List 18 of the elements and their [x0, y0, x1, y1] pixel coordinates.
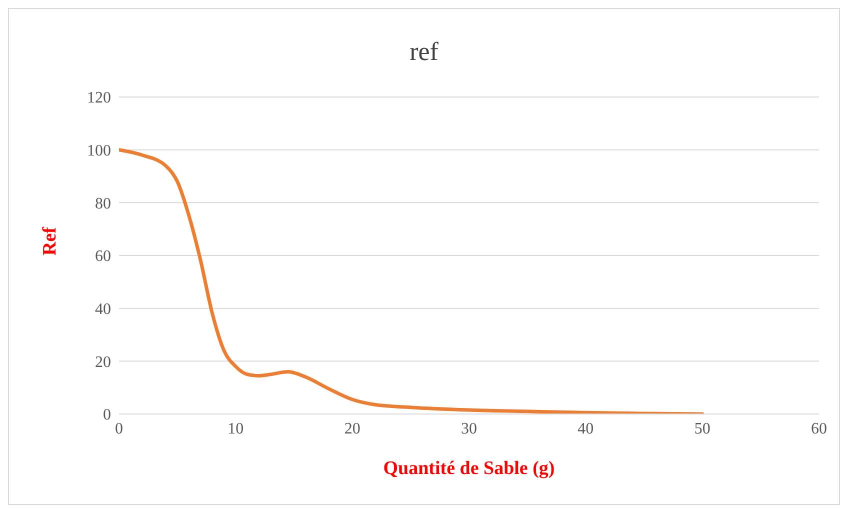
y-tick-label: 60 — [95, 248, 111, 266]
x-axis-title: Quantité de Sable (g) — [383, 458, 555, 479]
y-tick-label: 120 — [87, 90, 111, 107]
x-tick-label: 20 — [344, 420, 360, 438]
x-tick-label: 10 — [228, 420, 244, 438]
y-tick-label: 0 — [103, 406, 111, 424]
x-tick-label: 60 — [811, 420, 827, 438]
x-tick-label: 50 — [694, 420, 710, 438]
y-tick-label: 100 — [87, 142, 111, 160]
y-tick-label: 80 — [95, 195, 111, 212]
x-tick-label: 30 — [461, 420, 477, 438]
chart-title: ref — [408, 37, 440, 67]
x-tick-label: 0 — [115, 420, 123, 438]
y-tick-label: 20 — [95, 354, 111, 371]
line-series — [119, 148, 704, 414]
x-tick-label: 40 — [578, 420, 594, 438]
y-tick-label: 40 — [95, 301, 111, 318]
y-axis-title: Ref — [40, 226, 61, 256]
